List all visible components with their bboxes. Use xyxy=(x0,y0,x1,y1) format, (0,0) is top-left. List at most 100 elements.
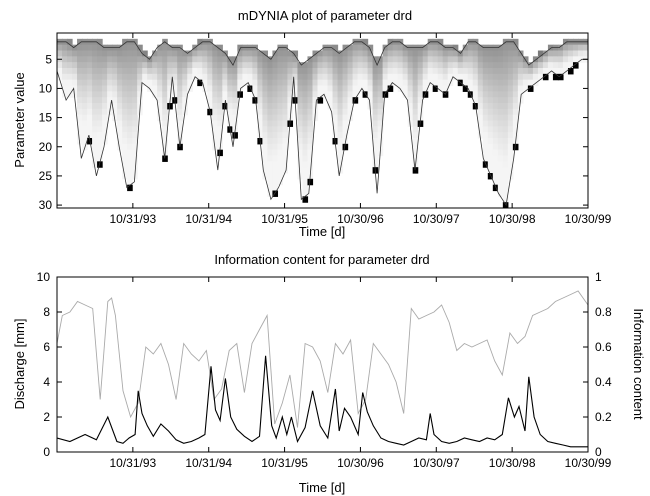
heatmap-cell xyxy=(117,120,123,127)
heatmap-cell xyxy=(272,149,279,157)
heatmap-cell xyxy=(72,44,78,52)
heatmap-cell xyxy=(417,103,424,110)
heatmap-cell xyxy=(562,56,569,63)
heatmap-cell xyxy=(127,50,133,57)
heatmap-cell xyxy=(417,62,424,69)
heatmap-cell xyxy=(492,85,499,92)
heatmap-cell xyxy=(297,167,304,174)
heatmap-cell xyxy=(182,97,188,104)
heatmap-cell xyxy=(362,91,369,98)
heatmap-cell xyxy=(437,62,444,69)
heatmap-cell xyxy=(522,62,529,69)
heatmap-cell xyxy=(402,56,409,63)
bottom-plot-area xyxy=(57,277,588,452)
heatmap-cell xyxy=(127,108,133,116)
heatmap-cell xyxy=(302,91,309,98)
heatmap-cell xyxy=(372,114,379,122)
heatmap-cell xyxy=(432,79,439,87)
heatmap-cell xyxy=(267,173,274,180)
heatmap-cell xyxy=(227,56,233,63)
heatmap-cell xyxy=(177,108,183,116)
heatmap-cell xyxy=(277,126,284,133)
heatmap-cell xyxy=(57,44,63,52)
heatmap-cell xyxy=(357,68,364,75)
heatmap-cell xyxy=(122,73,128,81)
heatmap-cell xyxy=(497,56,504,63)
heatmap-cell xyxy=(342,73,349,81)
heatmap-cell xyxy=(237,50,243,57)
heatmap-cell xyxy=(137,56,143,63)
heatmap-cell xyxy=(527,85,534,92)
heatmap-cell xyxy=(407,114,414,122)
heatmap-cell xyxy=(282,97,289,104)
heatmap-cell xyxy=(367,85,374,92)
heatmap-cell xyxy=(437,73,444,81)
heatmap-cell xyxy=(117,79,123,87)
heatmap-cell xyxy=(262,62,268,69)
heatmap-cell xyxy=(152,56,158,63)
heatmap-cell xyxy=(187,50,193,57)
bound-line-lower xyxy=(57,58,588,207)
heatmap-cell xyxy=(312,85,319,92)
heatmap-cell xyxy=(252,73,258,81)
heatmap-cell xyxy=(352,85,359,92)
heatmap-cell xyxy=(317,68,324,75)
heatmap-cell xyxy=(232,97,238,104)
heatmap-cell xyxy=(327,68,334,75)
heatmap-cell xyxy=(337,62,344,69)
heatmap-cell xyxy=(102,132,108,139)
heatmap-cell xyxy=(327,50,334,57)
heatmap-cell xyxy=(197,56,203,63)
heatmap-cell xyxy=(512,44,519,52)
heatmap-cell xyxy=(497,178,504,186)
heatmap-cell xyxy=(432,68,439,75)
heatmap-cell xyxy=(322,62,329,69)
heatmap-cell xyxy=(497,114,504,122)
heatmap-cell xyxy=(397,79,404,87)
heatmap-cell xyxy=(132,44,138,52)
heatmap-cell xyxy=(372,91,379,98)
heatmap-cell xyxy=(487,79,494,87)
heatmap-cell xyxy=(407,103,414,110)
heatmap-cell xyxy=(192,50,198,57)
heatmap-cell xyxy=(342,132,349,139)
heatmap-cell xyxy=(377,114,384,122)
heatmap-cell xyxy=(257,108,263,116)
heatmap-cell xyxy=(437,79,444,87)
heatmap-cell xyxy=(267,167,274,174)
heatmap-cell xyxy=(292,50,299,57)
heatmap-cell xyxy=(97,149,103,157)
heatmap-cell xyxy=(277,173,284,180)
heatmap-cell xyxy=(262,108,268,116)
heatmap-cell xyxy=(337,138,344,145)
heatmap-cell xyxy=(262,126,268,133)
heatmap-cell xyxy=(502,149,509,157)
heatmap-cell xyxy=(227,120,233,127)
heatmap-cell xyxy=(272,85,279,92)
heatmap-cell xyxy=(497,167,504,174)
heatmap-cell xyxy=(97,108,103,116)
heatmap-cell xyxy=(532,68,539,75)
heatmap-cell xyxy=(217,56,223,63)
heatmap-cell xyxy=(557,68,564,75)
heatmap-cell xyxy=(217,126,223,133)
heatmap-cell xyxy=(252,62,258,69)
heatmap-cell xyxy=(372,161,379,168)
heatmap-cell xyxy=(517,79,524,87)
heatmap-cell xyxy=(412,155,419,162)
heatmap-cell xyxy=(372,138,379,145)
heatmap-cell xyxy=(127,178,133,186)
heatmap-cell xyxy=(212,44,218,52)
heatmap-cell xyxy=(462,50,469,57)
heatmap-cell xyxy=(562,50,569,57)
heatmap-cell xyxy=(132,97,138,104)
heatmap-cell xyxy=(92,138,98,145)
heatmap-cell xyxy=(257,62,263,69)
heatmap-cell xyxy=(92,56,98,63)
heatmap-cell xyxy=(302,178,309,186)
heatmap-cell xyxy=(377,103,384,110)
heatmap-cell xyxy=(517,50,524,57)
heatmap-cell xyxy=(482,97,489,104)
heatmap-cell xyxy=(497,103,504,110)
heatmap-cell xyxy=(77,108,83,116)
